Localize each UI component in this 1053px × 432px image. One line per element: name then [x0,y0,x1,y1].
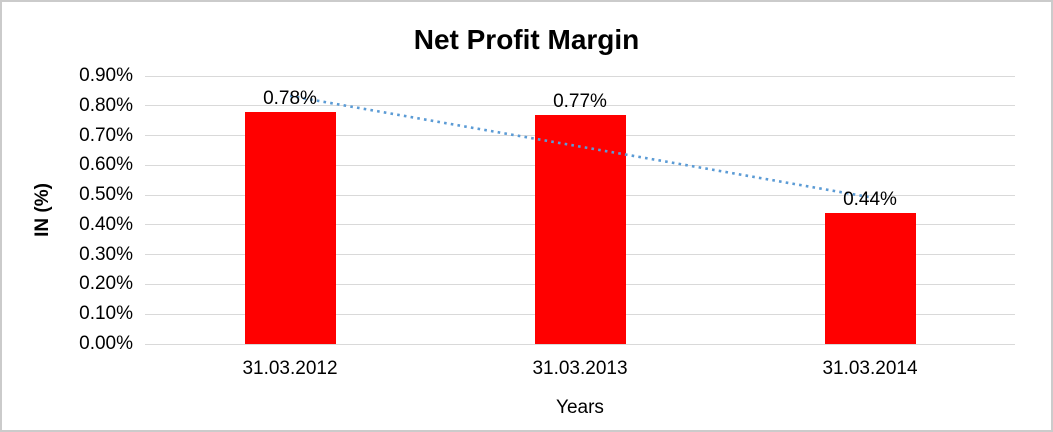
trendline [289,94,871,199]
y-axis-title: IN (%) [32,183,53,237]
gridline [145,105,1015,107]
x-tick-label: 31.03.2013 [532,358,628,379]
plot-area: 0.78% 0.77% 0.44% [145,75,1015,345]
y-tick-label: 0.50% [79,184,133,206]
bar-31.03.2014 [824,212,916,344]
gridline [145,75,1015,77]
x-axis-title: Years [556,397,604,418]
bar-31.03.2013 [534,114,626,344]
y-tick-label: 0.80% [79,94,133,116]
y-tick-label: 0.90% [79,65,133,86]
y-tick-label: 0.70% [79,124,133,146]
x-tick-label: 31.03.2014 [822,358,918,379]
gridline [145,343,1015,345]
y-tick-label: 0.20% [79,273,133,295]
y-tick-label: 0.40% [79,213,133,235]
bar-31.03.2012 [244,111,336,344]
y-tick-label: 0.60% [79,154,133,176]
x-tick-label: 31.03.2012 [242,358,338,379]
data-label: 0.44% [843,188,897,210]
chart-title: Net Profit Margin [413,24,640,55]
y-tick-label: 0.00% [79,333,133,354]
data-label: 0.77% [553,90,607,112]
y-tick-label: 0.10% [79,303,133,325]
data-label: 0.78% [263,87,317,109]
y-tick-label: 0.30% [79,243,133,265]
